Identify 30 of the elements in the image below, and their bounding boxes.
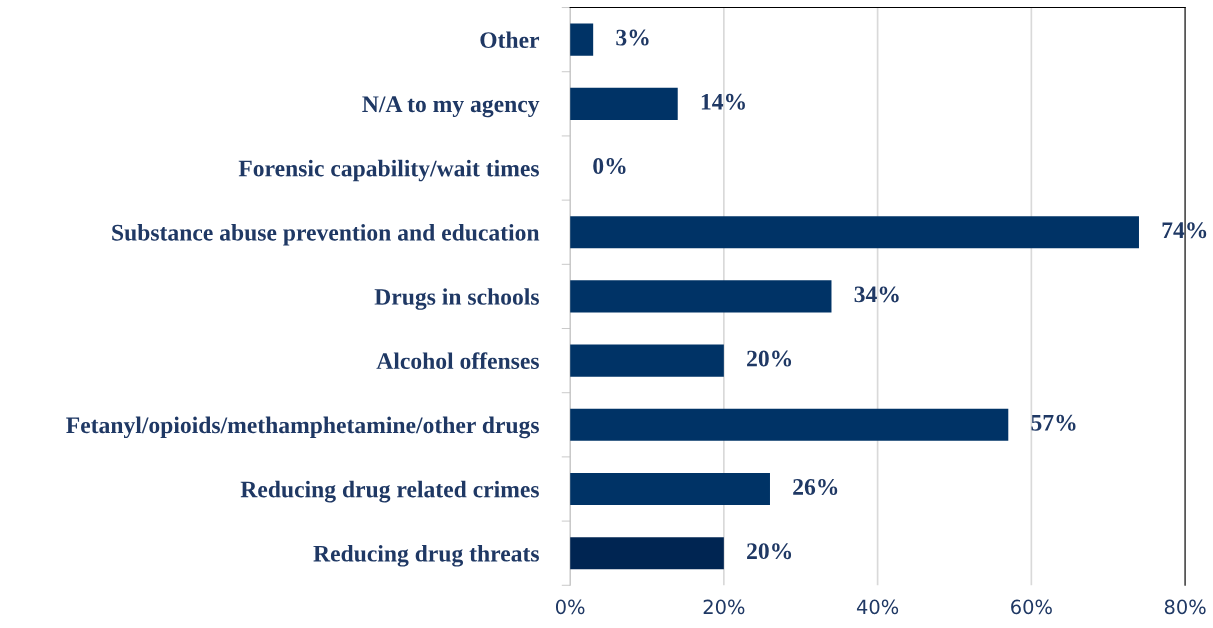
data-label: 34%: [854, 286, 899, 303]
x-tick-label: 80%: [1164, 599, 1206, 615]
bar: [570, 87, 678, 120]
y-tick-label: Other: [480, 31, 540, 49]
data-label: 20%: [747, 543, 792, 560]
y-tick-label: Drugs in schools: [374, 288, 539, 310]
bar: [570, 216, 1139, 249]
data-label: 20%: [747, 350, 792, 367]
bar: [570, 472, 770, 506]
y-tick-label: Substance abuse prevention and education: [112, 224, 540, 246]
x-tick-label: 20%: [703, 599, 745, 615]
y-tick-label: Reducing drug threats: [313, 545, 539, 567]
y-tick-label: Alcohol offenses: [376, 352, 539, 370]
y-tick-label: N/A to my agency: [362, 96, 540, 118]
y-tick-label: Forensic capability/wait times: [238, 159, 539, 182]
data-label: 3%: [616, 29, 649, 46]
y-tick-label: Reducing drug related crimes: [240, 480, 539, 503]
bar: [570, 23, 594, 56]
bar: [570, 537, 724, 570]
bar: [570, 344, 724, 377]
bar: [570, 408, 1009, 441]
x-tick-label: 0%: [555, 599, 585, 615]
x-tick-label: 60%: [1011, 599, 1052, 615]
bar: [570, 280, 832, 313]
data-label: 26%: [793, 478, 838, 495]
y-tick-label: Fetanyl/opioids/methamphetamine/other drugs: [66, 416, 539, 439]
data-label: 14%: [701, 93, 745, 110]
x-tick-label: 40%: [856, 599, 899, 615]
data-label: 57%: [1031, 414, 1076, 431]
data-label: 0%: [593, 158, 626, 175]
